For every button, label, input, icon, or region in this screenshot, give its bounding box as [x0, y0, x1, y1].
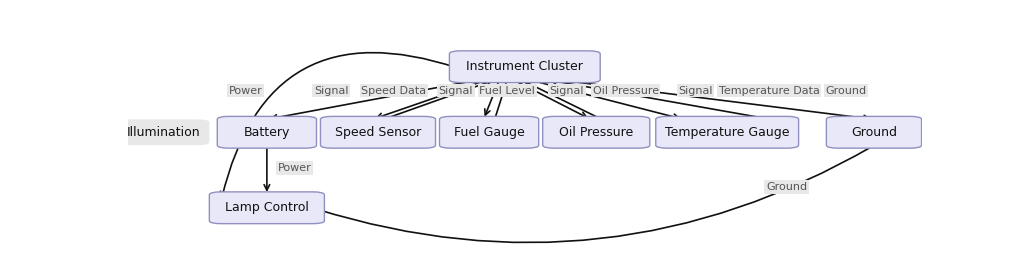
FancyBboxPatch shape: [217, 116, 316, 148]
Text: Speed Sensor: Speed Sensor: [335, 126, 421, 139]
Text: Signal: Signal: [314, 86, 348, 95]
Text: Signal: Signal: [550, 86, 584, 95]
Text: Signal: Signal: [438, 86, 473, 95]
FancyBboxPatch shape: [655, 116, 799, 148]
Text: Power: Power: [228, 86, 262, 95]
Text: Speed Data: Speed Data: [361, 86, 426, 95]
Text: Lamp Control: Lamp Control: [225, 201, 309, 214]
Text: Signal: Signal: [678, 86, 713, 95]
Text: Power: Power: [278, 163, 311, 173]
Text: Fuel Level: Fuel Level: [479, 86, 536, 95]
Text: Ground: Ground: [766, 182, 807, 192]
Text: Battery: Battery: [244, 126, 290, 139]
Text: Illumination: Illumination: [127, 126, 201, 139]
Text: Instrument Cluster: Instrument Cluster: [466, 60, 584, 73]
Text: Fuel Gauge: Fuel Gauge: [454, 126, 524, 139]
FancyBboxPatch shape: [321, 116, 435, 148]
Text: Temperature Gauge: Temperature Gauge: [665, 126, 790, 139]
FancyBboxPatch shape: [543, 116, 650, 148]
Text: Oil Pressure: Oil Pressure: [593, 86, 658, 95]
Text: Ground: Ground: [825, 86, 866, 95]
FancyBboxPatch shape: [450, 51, 600, 83]
Text: Ground: Ground: [851, 126, 897, 139]
Text: Oil Pressure: Oil Pressure: [559, 126, 634, 139]
FancyBboxPatch shape: [439, 116, 539, 148]
FancyBboxPatch shape: [118, 119, 209, 145]
FancyBboxPatch shape: [826, 116, 922, 148]
Text: Temperature Data: Temperature Data: [719, 86, 819, 95]
FancyBboxPatch shape: [209, 192, 325, 224]
